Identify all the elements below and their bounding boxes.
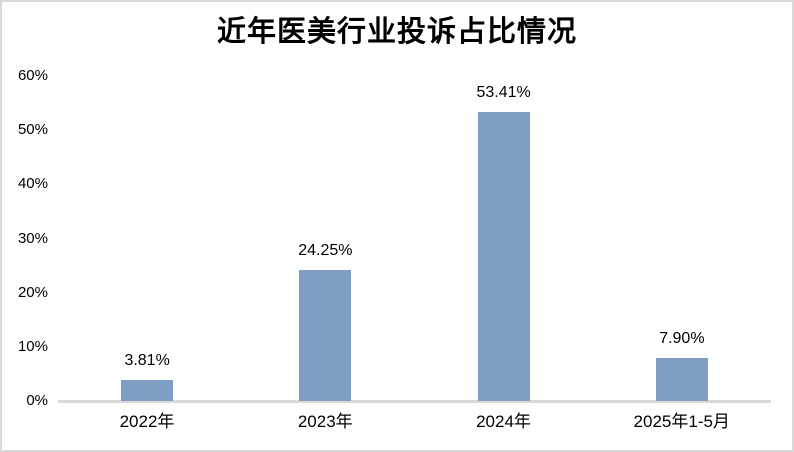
- x-category-label: 2023年: [297, 412, 353, 431]
- bar-data-label: 7.90%: [659, 330, 705, 348]
- bar: [299, 269, 352, 401]
- bar-data-label: 53.41%: [476, 83, 531, 101]
- bar: [477, 111, 530, 401]
- x-category-label: 2024年: [476, 412, 531, 431]
- bar: [121, 380, 174, 401]
- y-tick-label: 0%: [26, 392, 48, 409]
- bar-data-label: 3.81%: [124, 352, 170, 370]
- y-tick-label: 10%: [17, 337, 48, 355]
- y-tick-label: 30%: [17, 229, 48, 247]
- x-axis-line: [58, 400, 771, 403]
- y-tick-label: 40%: [17, 175, 48, 193]
- y-tick-label: 60%: [17, 67, 48, 84]
- y-tick-label: 50%: [17, 121, 48, 139]
- x-category-label: 2025年1-5月: [633, 412, 730, 431]
- x-category-label: 2022年: [119, 412, 175, 431]
- y-tick-label: 20%: [17, 283, 48, 301]
- bar-data-label: 24.25%: [298, 241, 353, 259]
- chart-title: 近年医美行业投诉占比情况: [216, 14, 577, 48]
- bar: [655, 358, 708, 401]
